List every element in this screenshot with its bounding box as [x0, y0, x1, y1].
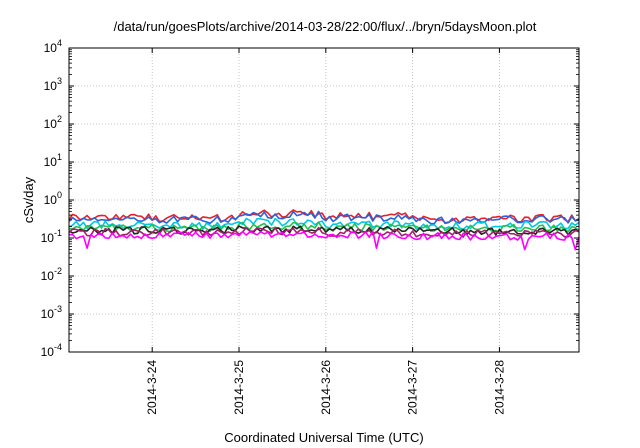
chart-title: /data/run/goesPlots/archive/2014-03-28/2…: [114, 19, 537, 34]
y-axis: 104 103 102 101 100 10-1 10-2 10-3 10-4: [41, 38, 579, 359]
y-tick-label: 10-1: [41, 228, 62, 245]
y-tick-label: 103: [44, 76, 62, 93]
series-line: [68, 210, 580, 225]
series-line: [68, 230, 580, 251]
x-axis-label: Coordinated Universal Time (UTC): [224, 430, 423, 445]
series-line: [68, 226, 580, 238]
y-tick-label: 100: [44, 190, 62, 207]
series-line: [68, 209, 580, 224]
y-tick-label: 101: [44, 152, 62, 169]
y-tick-label: 104: [44, 38, 62, 55]
x-axis: 2014-3-24 2014-3-25 2014-3-26 2014-3-27 2014…: [145, 48, 506, 415]
series-line: [68, 217, 580, 231]
x-tick-label: 2014-3-26: [319, 360, 333, 415]
x-tick-label: 2014-3-28: [492, 360, 506, 415]
y-tick-label: 10-3: [41, 304, 62, 321]
y-axis-label: cSv/day: [21, 176, 36, 223]
y-tick-label: 102: [44, 114, 62, 131]
y-tick-label: 10-4: [41, 342, 62, 359]
series-layer: [68, 209, 580, 251]
x-tick-label: 2014-3-27: [406, 360, 420, 415]
y-tick-label: 10-2: [41, 266, 62, 283]
x-tick-label: 2014-3-24: [145, 360, 159, 415]
x-tick-label: 2014-3-25: [232, 360, 246, 415]
